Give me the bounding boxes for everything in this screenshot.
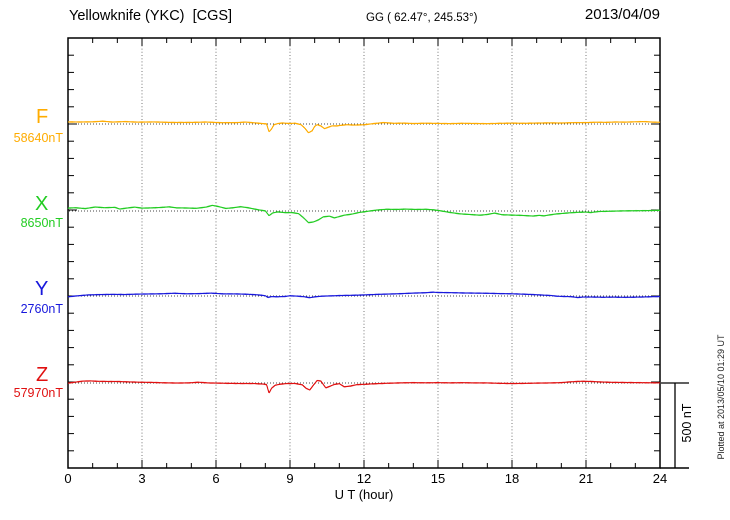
trace-y: [67, 291, 661, 299]
x-tick-label-0: 0: [64, 471, 72, 486]
x-tick-label-12: 12: [356, 471, 372, 486]
channel-label-x: X: [35, 193, 49, 215]
station-title: Yellowknife (YKC) [CGS]: [69, 8, 233, 24]
x-tick-label-6: 6: [212, 471, 220, 486]
trace-z: [67, 379, 661, 394]
geographic-coordinates: GG ( 62.47°, 245.53°): [366, 12, 478, 24]
plot-date: 2013/04/09: [584, 6, 660, 23]
channel-baseline-y: 2760nT: [20, 302, 63, 316]
plot-frame: [67, 37, 661, 469]
trace-f: [67, 120, 661, 134]
channel-baseline-x: 8650nT: [20, 216, 63, 230]
x-axis-title: U T (hour): [334, 487, 394, 502]
channel-baseline-f: 58640nT: [13, 131, 63, 145]
x-tick-label-15: 15: [430, 471, 446, 486]
trace-x: [67, 204, 661, 224]
channel-label-z: Z: [36, 364, 49, 386]
x-tick-label-24: 24: [652, 471, 668, 486]
scale-bar-label: 500 nT: [680, 403, 694, 443]
channel-baseline-z: 57970nT: [13, 386, 63, 400]
x-tick-label-21: 21: [578, 471, 594, 486]
channel-label-f: F: [36, 106, 49, 128]
x-tick-label-18: 18: [504, 471, 520, 486]
x-tick-label-9: 9: [286, 471, 294, 486]
x-tick-label-3: 3: [138, 471, 146, 486]
plotted-timestamp-note: Plotted at 2013/05/10 01:29 UT: [716, 334, 726, 460]
channel-label-y: Y: [35, 278, 49, 300]
